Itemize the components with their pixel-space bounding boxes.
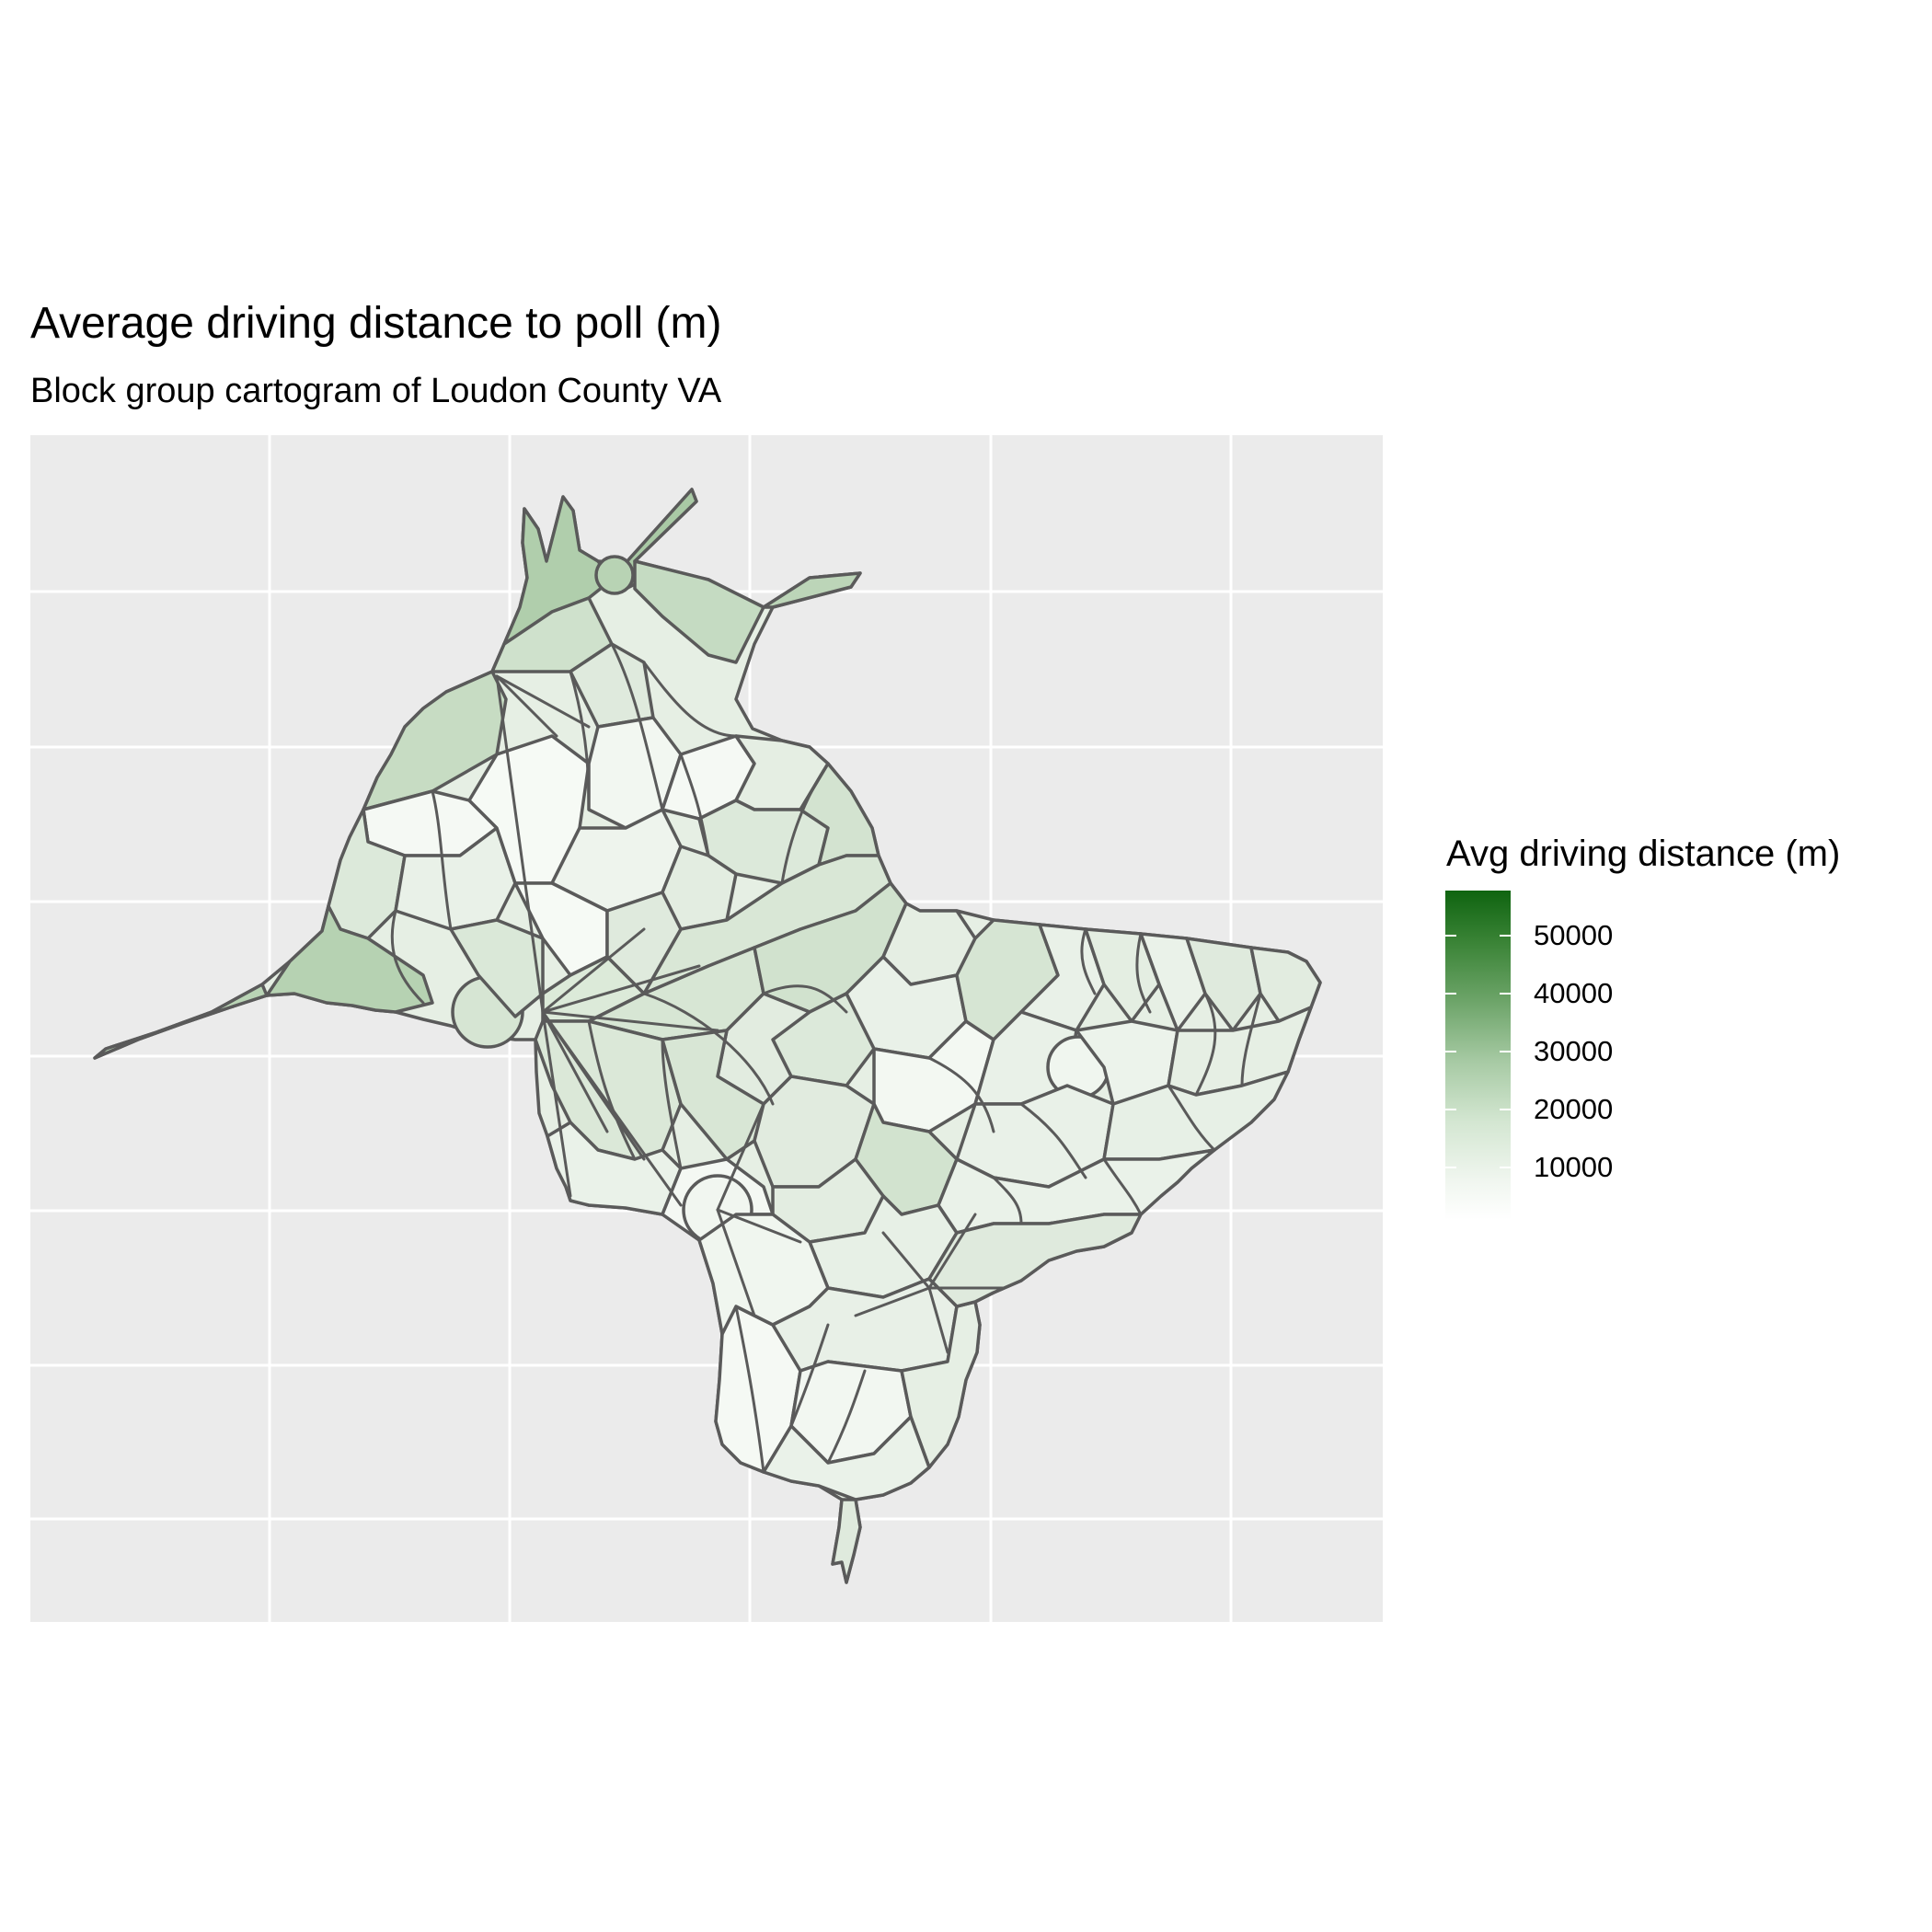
block-group-boundaries (390, 642, 1262, 1474)
legend-tick-30000-left (1445, 1051, 1456, 1052)
region-e-13 (927, 1213, 1143, 1308)
region-nw-7 (362, 670, 508, 811)
region-w-tail (93, 983, 269, 1060)
legend-colorbar (1445, 891, 1511, 1220)
legend-tick-label: 10000 (1534, 1151, 1614, 1183)
legend-tick-label: 20000 (1534, 1093, 1614, 1125)
legend-title: Avg driving distance (m) (1446, 834, 1841, 874)
map-subtitle: Block group cartogram of Loudon County V… (30, 372, 722, 410)
region-w-3 (265, 904, 434, 1014)
region-nw-6 (569, 642, 655, 729)
cartogram (93, 488, 1322, 1584)
legend-tick-20000-right (1500, 1109, 1511, 1110)
region-e-4 (1139, 932, 1207, 1032)
region-s-15 (762, 1415, 931, 1501)
legend-tick-10000-right (1500, 1167, 1511, 1168)
legend-tick-40000-left (1445, 993, 1456, 995)
legend-tick-10000-left (1445, 1167, 1456, 1168)
region-c-10 (605, 891, 683, 995)
region-nw-4 (762, 571, 862, 609)
region-e-6 (1249, 946, 1322, 1023)
region-w-4 (394, 826, 517, 931)
region-e-5 (1185, 937, 1262, 1032)
region-nw-circle (594, 555, 635, 595)
legend-tick-40000-right (1500, 993, 1511, 995)
legend-tick-20000-left (1445, 1109, 1456, 1110)
region-nw-3 (633, 559, 765, 664)
map-title: Average driving distance to poll (m) (30, 299, 722, 348)
legend-tick-label: 40000 (1534, 977, 1614, 1009)
legend-tick-50000-left (1445, 935, 1456, 937)
legend-tick-50000-right (1500, 935, 1511, 937)
legend-tick-label: 50000 (1534, 919, 1614, 951)
region-s-16 (831, 1498, 862, 1584)
legend-tick-label: 30000 (1534, 1035, 1614, 1067)
legend-tick-30000-right (1500, 1051, 1511, 1052)
